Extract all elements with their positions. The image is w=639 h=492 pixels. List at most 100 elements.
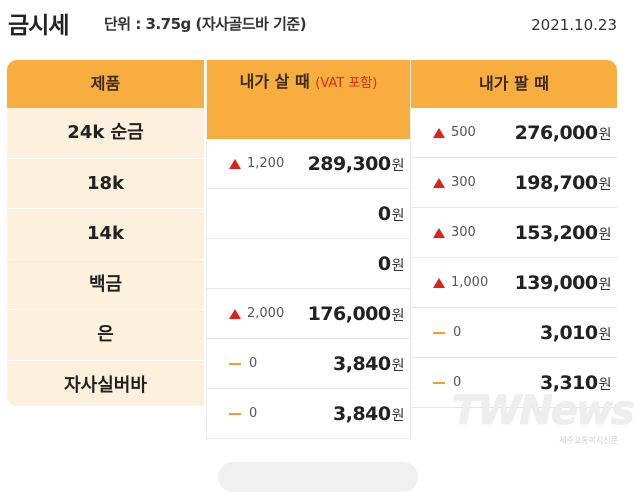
- price-amount: 3,310: [540, 371, 598, 394]
- buy-row: 1,200 289,300원: [207, 139, 410, 189]
- change-value: 2,000: [247, 306, 285, 321]
- product-name: 14k: [7, 209, 204, 260]
- buy-row: 0원: [207, 189, 410, 239]
- price-amount: 153,200: [514, 221, 599, 244]
- sell-row: 0 3,310원: [411, 358, 617, 408]
- flat-dash-icon: [229, 412, 241, 415]
- product-name: 은: [7, 310, 204, 361]
- flat-dash-icon: [433, 381, 445, 384]
- date-label: 2021.10.23: [531, 16, 617, 34]
- price-value: 198,700원: [514, 171, 612, 194]
- watermark-logo: TWNews: [452, 388, 635, 434]
- buy-row: 0 3,840원: [207, 389, 410, 439]
- price-amount: 276,000: [514, 121, 599, 144]
- arrow-up-icon: [229, 308, 241, 319]
- price-change: 0: [229, 406, 257, 421]
- arrow-up-icon: [433, 177, 445, 188]
- currency-unit: 원: [391, 207, 405, 224]
- price-change: 2,000: [229, 306, 284, 321]
- price-amount: 0: [377, 202, 391, 225]
- arrow-up-icon: [229, 158, 241, 169]
- price-change: 0: [433, 375, 461, 390]
- arrow-up-icon: [433, 277, 445, 288]
- price-value: 0원: [377, 202, 405, 225]
- buy-row: 0원: [207, 239, 410, 289]
- price-amount: 3,840: [333, 352, 391, 375]
- price-value: 3,310원: [540, 371, 612, 394]
- buy-price-list: 1,200 289,300원 0원 0원 2,000 176,000원 0 3,840원 0 3,…: [207, 139, 410, 439]
- product-name: 백금: [7, 260, 204, 310]
- price-value: 3,840원: [333, 352, 405, 375]
- price-change: 1,000: [433, 275, 488, 290]
- change-value: 300: [451, 225, 476, 240]
- buy-column: 내가 살 때 (VAT 포함) 1,200 289,300원 0원 0원 2,000 17…: [206, 60, 411, 440]
- price-change: 500: [433, 125, 476, 140]
- sell-price-list: 500 276,000원 300 198,700원 300 153,200원 1,000 13…: [411, 108, 617, 408]
- price-amount: 198,700: [514, 171, 599, 194]
- product-name: 자사실버바: [7, 361, 204, 407]
- price-change: 300: [433, 175, 476, 190]
- change-value: 0: [453, 375, 462, 390]
- sell-row: 300 198,700원: [411, 158, 617, 208]
- price-amount: 3,840: [333, 402, 391, 425]
- price-amount: 3,010: [540, 321, 598, 344]
- price-amount: 176,000: [307, 302, 392, 325]
- arrow-up-icon: [433, 227, 445, 238]
- arrow-up-icon: [433, 127, 445, 138]
- buy-header-label: 내가 살 때: [239, 72, 310, 91]
- price-value: 289,300원: [307, 152, 405, 175]
- price-value: 139,000원: [514, 271, 612, 294]
- bottom-pill[interactable]: [218, 462, 418, 492]
- change-value: 1,200: [247, 156, 285, 171]
- sell-row: 0 3,010원: [411, 308, 617, 358]
- change-value: 0: [453, 325, 462, 340]
- price-value: 176,000원: [307, 302, 405, 325]
- product-name: 24k 순금: [7, 108, 204, 159]
- watermark-sub: 제주교통복지신문: [559, 436, 618, 445]
- buy-header: 내가 살 때 (VAT 포함): [207, 60, 410, 139]
- price-value: 3,840원: [333, 402, 405, 425]
- currency-unit: 원: [598, 326, 612, 343]
- buy-row: 0 3,840원: [207, 339, 410, 389]
- change-value: 0: [249, 406, 258, 421]
- price-value: 276,000원: [514, 121, 612, 144]
- price-amount: 139,000: [514, 271, 599, 294]
- change-value: 0: [249, 356, 258, 371]
- currency-unit: 원: [598, 126, 612, 143]
- currency-unit: 원: [391, 157, 405, 174]
- price-value: 153,200원: [514, 221, 612, 244]
- currency-unit: 원: [391, 257, 405, 274]
- change-value: 500: [451, 125, 476, 140]
- price-change: 1,200: [229, 156, 284, 171]
- sell-row: 300 153,200원: [411, 208, 617, 258]
- currency-unit: 원: [598, 276, 612, 293]
- page-title: 금시세: [8, 13, 69, 39]
- price-change: 0: [229, 356, 257, 371]
- currency-unit: 원: [391, 357, 405, 374]
- currency-unit: 원: [598, 176, 612, 193]
- flat-dash-icon: [433, 331, 445, 334]
- product-column: 제품 24k 순금 18k 14k 백금 은 자사실버바: [7, 60, 204, 406]
- product-name: 18k: [7, 159, 204, 209]
- sell-row: 500 276,000원: [411, 108, 617, 158]
- price-value: 3,010원: [540, 321, 612, 344]
- unit-note: 단위 : 3.75g (자사골드바 기준): [104, 15, 307, 33]
- sell-row: 1,000 139,000원: [411, 258, 617, 308]
- price-amount: 0: [377, 252, 391, 275]
- price-change: 0: [433, 325, 461, 340]
- price-value: 0원: [377, 252, 405, 275]
- vat-note: (VAT 포함): [315, 76, 378, 91]
- news-watermark: TWNews 제주교통복지신문: [452, 388, 635, 450]
- buy-row: 2,000 176,000원: [207, 289, 410, 339]
- currency-unit: 원: [391, 307, 405, 324]
- page-header: 금시세 단위 : 3.75g (자사골드바 기준) 2021.10.23: [0, 0, 639, 56]
- currency-unit: 원: [391, 407, 405, 424]
- currency-unit: 원: [598, 376, 612, 393]
- flat-dash-icon: [229, 362, 241, 365]
- sell-column: 내가 팔 때 500 276,000원 300 198,700원 300 153,200원…: [411, 60, 617, 418]
- change-value: 1,000: [451, 275, 489, 290]
- price-amount: 289,300: [307, 152, 392, 175]
- change-value: 300: [451, 175, 476, 190]
- currency-unit: 원: [598, 226, 612, 243]
- price-change: 300: [433, 225, 476, 240]
